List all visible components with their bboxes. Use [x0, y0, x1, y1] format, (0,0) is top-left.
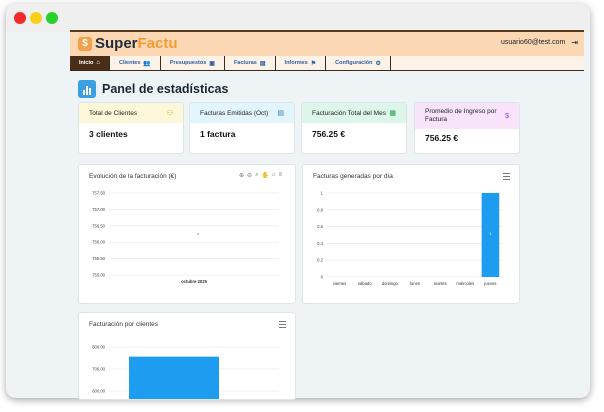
page-title: Panel de estadísticas: [102, 82, 229, 96]
dollar-icon: $: [505, 112, 509, 120]
clipboard-icon: ▣: [209, 60, 215, 67]
y-tick-label: 756.50: [92, 223, 105, 228]
stat-card-clientes: Total de Clientes ⚇ 3 clientes: [78, 102, 184, 154]
nav-item-inicio[interactable]: Inicio ⌂: [70, 56, 110, 70]
data-point: [197, 233, 199, 235]
y-tick-label: 0.4: [317, 241, 323, 246]
bar-chart: 800.00 700.00 600.00: [92, 345, 279, 399]
stat-label: Total de Clientes: [89, 109, 138, 117]
maximize-window-button[interactable]: [46, 12, 58, 24]
chart-title: Facturación por clientes: [89, 321, 159, 328]
x-tick-label: sábado: [358, 281, 372, 286]
stat-label: Facturas Emitidas (Oct): [200, 109, 269, 117]
app-header: $ SuperFactu usuario60@test.com ⇥: [70, 30, 584, 56]
cash-icon: ▦: [389, 110, 396, 117]
x-tick-label: domingo: [382, 281, 399, 286]
nav-item-clientes[interactable]: Clientes 👥: [110, 56, 161, 70]
file-icon: ▤: [277, 110, 284, 117]
menu-icon[interactable]: ≡: [278, 172, 283, 178]
y-tick-label: 755.00: [92, 273, 105, 278]
logo-icon: $: [78, 36, 92, 51]
chart-card-clientes: Facturación por clientes 800.00 700.00 600…: [78, 312, 296, 400]
x-tick-label: viernes: [333, 281, 347, 286]
user-area: usuario60@test.com ⇥: [501, 38, 578, 47]
bar-chart: 1 0.8 0.6 0.4 0.2 0 viernes sábado domingo lunes m…: [317, 191, 503, 286]
y-tick-label: 700.00: [92, 367, 105, 372]
main-nav: Inicio ⌂ Clientes 👥 Presupuestos ▣ Facturas…: [70, 56, 584, 71]
menu-icon[interactable]: [503, 173, 510, 180]
gears-icon: ⚙: [375, 60, 381, 67]
bar-chart-icon: [78, 80, 96, 98]
flag-icon: ⚑: [310, 60, 317, 67]
stat-card-facturacion: Facturación Total del Mes ▦ 756.25 €: [301, 102, 407, 154]
bar-data-label: 1: [489, 231, 492, 236]
file-icon: ▤: [259, 60, 266, 67]
menu-icon[interactable]: [279, 321, 286, 328]
home-icon: ⌂: [96, 60, 100, 66]
window-titlebar: [6, 4, 590, 32]
x-tick-label: martes: [434, 281, 447, 286]
y-tick-label: 755.50: [92, 256, 105, 261]
y-tick-label: 757.50: [92, 191, 105, 196]
logo-text-super: Super: [95, 35, 138, 52]
close-window-button[interactable]: [14, 12, 26, 24]
stat-card-promedio: Promedio de Ingreso por Factura $ 756.25 …: [414, 102, 520, 154]
stat-value: 756.25 €: [312, 129, 346, 139]
bar: [481, 193, 500, 277]
logout-icon[interactable]: ⇥: [571, 38, 578, 47]
app-logo[interactable]: $ SuperFactu: [78, 35, 178, 52]
y-tick-label: 600.00: [92, 389, 105, 394]
stat-label: Promedio de Ingreso por Factura: [425, 108, 497, 123]
nav-item-facturas[interactable]: Facturas ▤: [225, 56, 276, 70]
x-tick-label: jueves: [483, 281, 496, 286]
y-tick-label: 1: [321, 191, 324, 196]
nav-item-informes[interactable]: Informes ⚑: [276, 56, 327, 70]
x-tick-label: octubre 2025: [181, 279, 208, 284]
stat-value: 3 clientes: [89, 129, 128, 139]
y-tick-label: 800.00: [92, 345, 105, 350]
zoom-out-icon[interactable]: ⊖: [247, 173, 253, 179]
zoom-in-icon[interactable]: ⊕: [239, 173, 245, 179]
y-tick-label: 0.8: [317, 207, 323, 212]
magnifier-icon[interactable]: ⌕: [255, 172, 259, 178]
chart-card-evolucion: Evolución de la facturación (€) ⊕ ⊖ ⌕ ✋ …: [78, 164, 296, 304]
stat-label: Facturación Total del Mes: [312, 109, 386, 117]
chart-card-facturas-dia: Facturas generadas por día 1 0.8 0.6 0.4 0.2…: [302, 164, 520, 304]
chart-title: Evolución de la facturación (€): [89, 173, 177, 180]
stat-value: 756.25 €: [425, 133, 459, 143]
line-chart: 757.50 757.00 756.50 756.00 755.50 755.00 octu…: [92, 191, 279, 284]
stat-value: 1 factura: [200, 129, 236, 139]
stat-card-facturas: Facturas Emitidas (Oct) ▤ 1 factura: [189, 102, 295, 154]
users-icon: 👥: [143, 60, 151, 67]
nav-item-presupuestos[interactable]: Presupuestos ▣: [161, 56, 225, 70]
y-tick-label: 0.2: [317, 258, 323, 263]
chart-title: Facturas generadas por día: [313, 173, 393, 180]
y-tick-label: 756.00: [92, 240, 105, 245]
bar: [129, 356, 219, 399]
x-tick-label: lunes: [410, 281, 420, 286]
users-icon: ⚇: [166, 110, 173, 117]
y-tick-label: 0: [321, 275, 324, 280]
reset-home-icon[interactable]: ⌂: [271, 172, 276, 178]
nav-item-configuracion[interactable]: Configuración ⚙: [326, 56, 391, 70]
chart-toolbar: ⊕ ⊖ ⌕ ✋ ⌂ ≡: [239, 172, 282, 179]
user-email: usuario60@test.com: [500, 39, 566, 46]
y-tick-label: 0.6: [317, 224, 323, 229]
y-tick-label: 757.00: [92, 207, 105, 212]
x-tick-label: miércoles: [456, 281, 474, 286]
logo-text-facto: Factu: [137, 35, 178, 52]
page-header: Panel de estadísticas: [78, 80, 228, 98]
pan-hand-icon[interactable]: ✋: [261, 173, 269, 179]
minimize-window-button[interactable]: [30, 12, 42, 24]
